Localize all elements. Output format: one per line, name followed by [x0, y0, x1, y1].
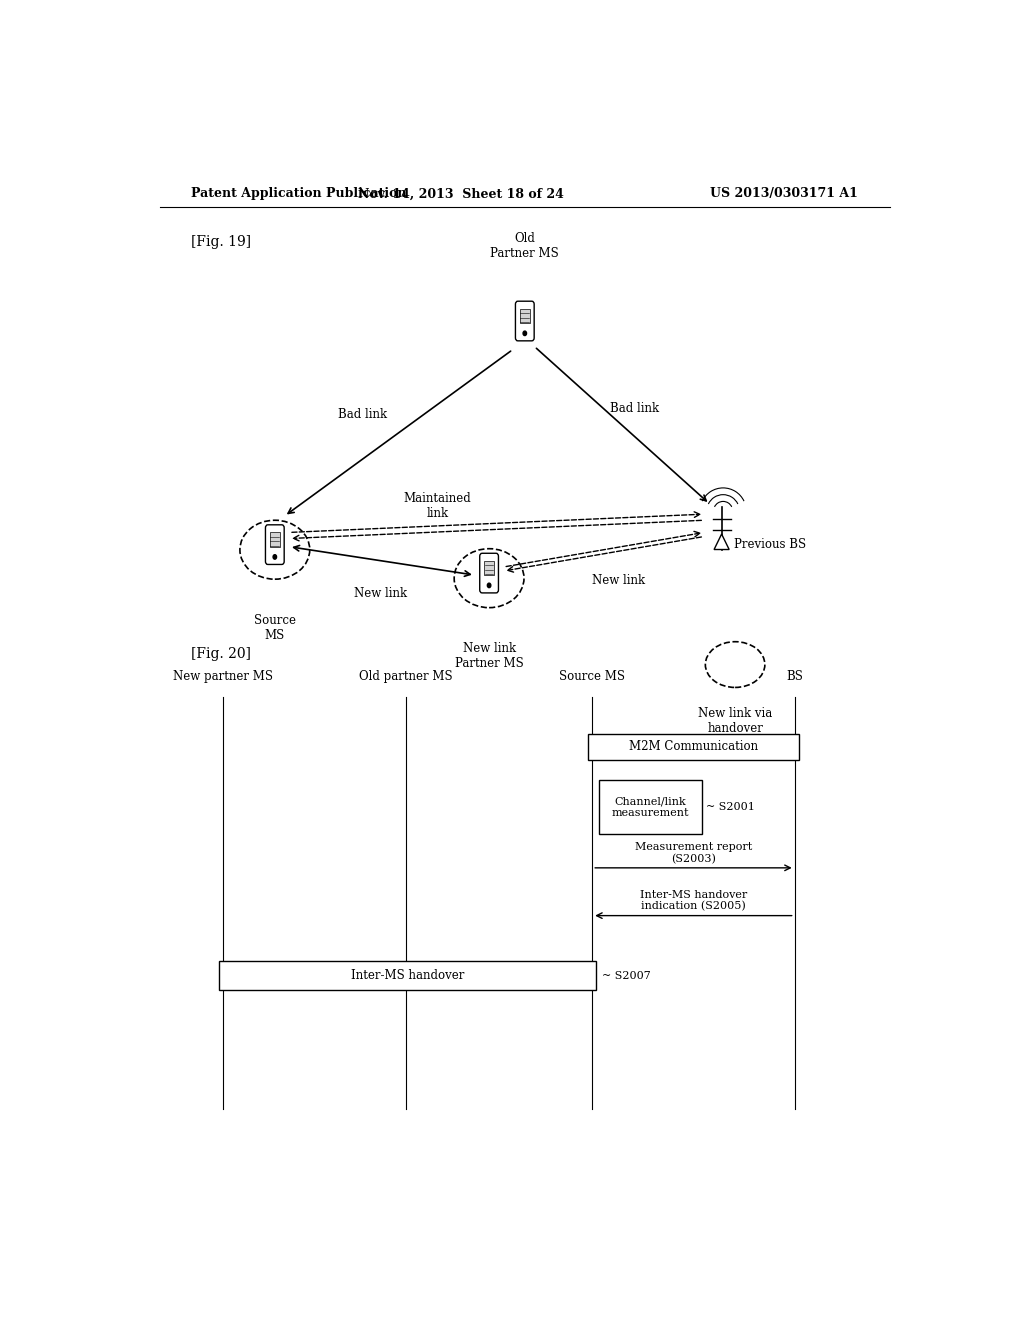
Text: Old partner MS: Old partner MS	[359, 669, 453, 682]
Text: [Fig. 19]: [Fig. 19]	[191, 235, 252, 248]
Circle shape	[523, 331, 526, 335]
Text: Bad link: Bad link	[609, 401, 658, 414]
Text: Source MS: Source MS	[559, 669, 626, 682]
Text: Channel/link
measurement: Channel/link measurement	[611, 796, 689, 818]
Text: Source
MS: Source MS	[254, 614, 296, 642]
Text: Nov. 14, 2013  Sheet 18 of 24: Nov. 14, 2013 Sheet 18 of 24	[358, 187, 564, 201]
Text: Maintained
link: Maintained link	[403, 492, 471, 520]
Text: New partner MS: New partner MS	[173, 669, 273, 682]
FancyBboxPatch shape	[265, 525, 285, 565]
FancyBboxPatch shape	[515, 301, 535, 341]
Circle shape	[487, 583, 490, 587]
Text: New link via
handover: New link via handover	[698, 708, 772, 735]
Text: Bad link: Bad link	[338, 408, 387, 421]
Text: ~ S2001: ~ S2001	[706, 803, 755, 812]
Text: Patent Application Publication: Patent Application Publication	[191, 187, 407, 201]
Bar	[269, 532, 280, 546]
Text: Inter-MS handover: Inter-MS handover	[351, 969, 465, 982]
Text: Measurement report
(S2003): Measurement report (S2003)	[635, 842, 752, 863]
Bar	[484, 561, 495, 576]
Polygon shape	[714, 535, 729, 549]
Bar	[588, 734, 799, 760]
Bar	[519, 309, 530, 323]
Circle shape	[273, 554, 276, 560]
Text: M2M Communication: M2M Communication	[629, 741, 758, 754]
Text: BS: BS	[786, 669, 803, 682]
Text: Old
Partner MS: Old Partner MS	[490, 232, 559, 260]
Text: New link
Partner MS: New link Partner MS	[455, 643, 523, 671]
Text: Previous BS: Previous BS	[733, 539, 806, 552]
Text: Inter-MS handover
indication (S2005): Inter-MS handover indication (S2005)	[640, 890, 748, 912]
Text: ~ S2007: ~ S2007	[602, 970, 650, 981]
Text: New link: New link	[354, 587, 407, 599]
Bar	[599, 780, 701, 834]
Bar	[219, 961, 596, 990]
FancyBboxPatch shape	[479, 553, 499, 593]
Text: US 2013/0303171 A1: US 2013/0303171 A1	[711, 187, 858, 201]
Text: [Fig. 20]: [Fig. 20]	[191, 647, 252, 661]
Text: New link: New link	[592, 574, 645, 586]
